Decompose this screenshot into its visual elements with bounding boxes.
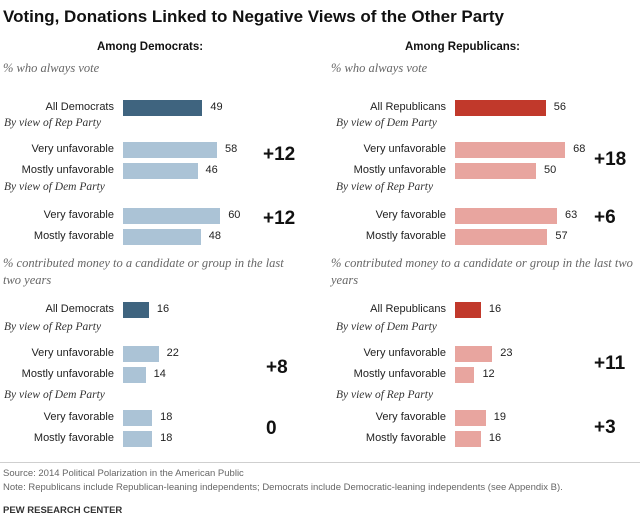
bar bbox=[123, 302, 149, 318]
group-heading: By view of Rep Party bbox=[336, 181, 434, 193]
bar-value: 46 bbox=[205, 164, 218, 176]
bar-label: Very favorable bbox=[43, 209, 114, 221]
bar-label: Mostly favorable bbox=[365, 230, 446, 242]
bar-value: 60 bbox=[228, 209, 241, 221]
bar bbox=[123, 229, 201, 245]
source-note: Source: 2014 Political Polarization in t… bbox=[3, 468, 244, 479]
bar-label: Very unfavorable bbox=[31, 143, 114, 155]
difference-label: +3 bbox=[594, 417, 616, 438]
difference-label: 0 bbox=[266, 418, 277, 439]
bar bbox=[455, 346, 493, 362]
bar bbox=[455, 163, 536, 179]
democrats-heading: Among Democrats: bbox=[97, 41, 204, 53]
bar-label: Mostly unfavorable bbox=[353, 368, 446, 380]
bar bbox=[455, 142, 566, 158]
group-heading: By view of Dem Party bbox=[336, 117, 437, 129]
bar bbox=[123, 410, 153, 426]
bar-label: Very unfavorable bbox=[363, 143, 446, 155]
bar bbox=[455, 367, 475, 383]
bar-value: 56 bbox=[553, 101, 566, 113]
bar-value: 14 bbox=[153, 368, 166, 380]
group-heading: By view of Dem Party bbox=[4, 389, 105, 401]
bar-label: All Republicans bbox=[370, 101, 446, 113]
bar-label: Very unfavorable bbox=[363, 347, 446, 359]
bar bbox=[455, 302, 481, 318]
footer-divider bbox=[0, 462, 640, 463]
bar-label: Mostly unfavorable bbox=[21, 368, 114, 380]
bar-label: Mostly favorable bbox=[33, 230, 114, 242]
bar bbox=[455, 410, 486, 426]
bar-value: 58 bbox=[224, 143, 238, 155]
bar-label: All Republicans bbox=[370, 303, 446, 315]
bar-value: 18 bbox=[160, 411, 173, 423]
bar-value: 19 bbox=[493, 411, 507, 423]
bar-label: Mostly favorable bbox=[365, 432, 446, 444]
difference-label: +6 bbox=[594, 207, 616, 228]
group-heading: By view of Dem Party bbox=[336, 321, 437, 333]
bar bbox=[455, 431, 481, 447]
bar-value: 12 bbox=[482, 368, 495, 380]
dem-vote-metric-label: % who always vote bbox=[3, 61, 100, 75]
difference-label: +8 bbox=[266, 357, 288, 378]
bar bbox=[123, 208, 221, 224]
bar bbox=[123, 142, 217, 158]
bar bbox=[123, 163, 198, 179]
bar-label: Mostly unfavorable bbox=[353, 164, 446, 176]
bar-label: Very favorable bbox=[375, 209, 446, 221]
difference-label: +12 bbox=[263, 208, 296, 229]
pew-credit: PEW RESEARCH CENTER bbox=[3, 505, 123, 516]
difference-label: +11 bbox=[594, 353, 626, 374]
footnote: Note: Republicans include Republican-lea… bbox=[3, 482, 563, 493]
bar-label: All Democrats bbox=[45, 303, 114, 315]
bar-value: 49 bbox=[210, 101, 223, 113]
bar bbox=[455, 208, 558, 224]
bar-value: 18 bbox=[160, 432, 173, 444]
bar bbox=[455, 229, 548, 245]
bar-label: Very unfavorable bbox=[31, 347, 114, 359]
bar-value: 68 bbox=[573, 143, 586, 155]
bar-value: 16 bbox=[488, 303, 502, 315]
bar-value: 48 bbox=[208, 230, 221, 242]
chart-title: Voting, Donations Linked to Negative Vie… bbox=[3, 7, 504, 26]
bar-value: 63 bbox=[565, 209, 578, 221]
bar-label: Very favorable bbox=[375, 411, 446, 423]
bar bbox=[123, 346, 159, 362]
bar-value: 22 bbox=[166, 347, 179, 359]
bar-value: 23 bbox=[500, 347, 513, 359]
bar-value: 57 bbox=[555, 230, 568, 242]
difference-label: +18 bbox=[594, 149, 627, 170]
rep-vote-metric-label: % who always vote bbox=[331, 61, 428, 75]
bar-value: 16 bbox=[156, 303, 170, 315]
group-heading: By view of Rep Party bbox=[4, 321, 102, 333]
group-heading: By view of Dem Party bbox=[4, 181, 105, 193]
bar bbox=[123, 431, 153, 447]
bar-label: All Democrats bbox=[45, 101, 114, 113]
dem-donate-metric-label: % contributed money to a candidate or gr… bbox=[3, 256, 284, 287]
bar bbox=[455, 100, 546, 116]
bar-label: Mostly unfavorable bbox=[21, 164, 114, 176]
group-heading: By view of Rep Party bbox=[336, 389, 434, 401]
bar-label: Mostly favorable bbox=[33, 432, 114, 444]
bar bbox=[123, 100, 203, 116]
difference-label: +12 bbox=[263, 144, 296, 165]
bar-label: Very favorable bbox=[43, 411, 114, 423]
rep-donate-metric-label: % contributed money to a candidate or gr… bbox=[331, 256, 633, 287]
bar-value: 16 bbox=[488, 432, 502, 444]
group-heading: By view of Rep Party bbox=[4, 117, 102, 129]
bar-value: 50 bbox=[544, 164, 557, 176]
republicans-heading: Among Republicans: bbox=[405, 41, 521, 53]
bar bbox=[123, 367, 146, 383]
